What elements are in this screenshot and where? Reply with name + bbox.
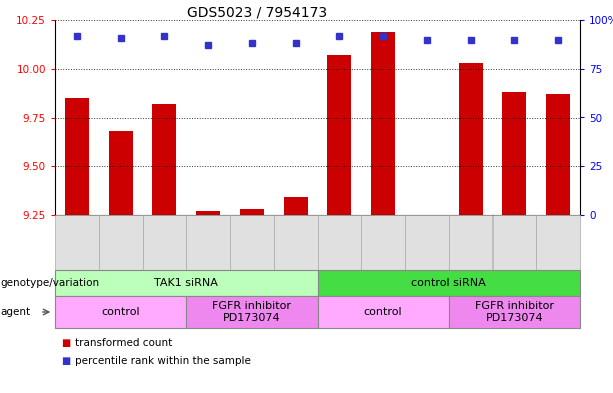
Text: FGFR inhibitor
PD173074: FGFR inhibitor PD173074 xyxy=(212,301,291,323)
Bar xyxy=(109,131,132,215)
Bar xyxy=(284,197,308,215)
Text: GDS5023 / 7954173: GDS5023 / 7954173 xyxy=(188,5,327,19)
Text: transformed count: transformed count xyxy=(75,338,172,348)
Bar xyxy=(371,32,395,215)
Bar xyxy=(153,104,177,215)
Text: TAK1 siRNA: TAK1 siRNA xyxy=(154,278,218,288)
Bar xyxy=(196,211,220,215)
Bar xyxy=(546,94,570,215)
Text: control siRNA: control siRNA xyxy=(411,278,486,288)
Text: ■: ■ xyxy=(61,356,70,366)
Text: agent: agent xyxy=(1,307,31,317)
Bar xyxy=(65,98,89,215)
Text: ■: ■ xyxy=(61,338,70,348)
Bar xyxy=(327,55,351,215)
Text: percentile rank within the sample: percentile rank within the sample xyxy=(75,356,251,366)
Text: genotype/variation: genotype/variation xyxy=(1,278,100,288)
Text: control: control xyxy=(364,307,403,317)
Bar xyxy=(240,209,264,215)
Text: control: control xyxy=(101,307,140,317)
Bar xyxy=(502,92,527,215)
Text: FGFR inhibitor
PD173074: FGFR inhibitor PD173074 xyxy=(475,301,554,323)
Bar xyxy=(459,63,482,215)
